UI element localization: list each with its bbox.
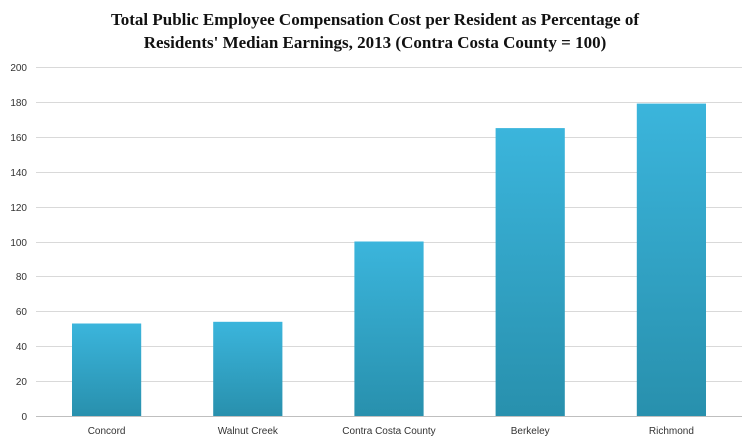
y-tick-label: 40 [16,342,28,353]
bar [72,323,142,416]
y-tick-label: 80 [16,272,28,283]
y-tick-label: 160 [10,133,27,144]
x-category-label: Berkeley [511,426,550,437]
y-tick-label: 20 [16,377,28,388]
y-tick-label: 120 [10,203,27,214]
chart-title-line-1: Total Public Employee Compensation Cost … [110,10,640,29]
y-tick-label: 200 [10,63,27,74]
y-tick-label: 0 [21,412,27,423]
bar [495,128,565,416]
bar [636,103,706,416]
bar [354,241,424,416]
chart-title: Total Public Employee Compensation Cost … [0,8,750,54]
y-tick-label: 180 [10,98,27,109]
bar [213,321,283,416]
chart-title-line-2: Residents' Median Earnings, 2013 (Contra… [143,33,607,52]
y-tick-label: 100 [10,238,27,249]
x-category-label: Walnut Creek [218,426,279,437]
x-category-label: Concord [88,426,126,437]
y-tick-label: 60 [16,307,28,318]
y-tick-label: 140 [10,168,27,179]
x-category-label: Contra Costa County [342,426,435,437]
x-category-label: Richmond [649,426,694,437]
